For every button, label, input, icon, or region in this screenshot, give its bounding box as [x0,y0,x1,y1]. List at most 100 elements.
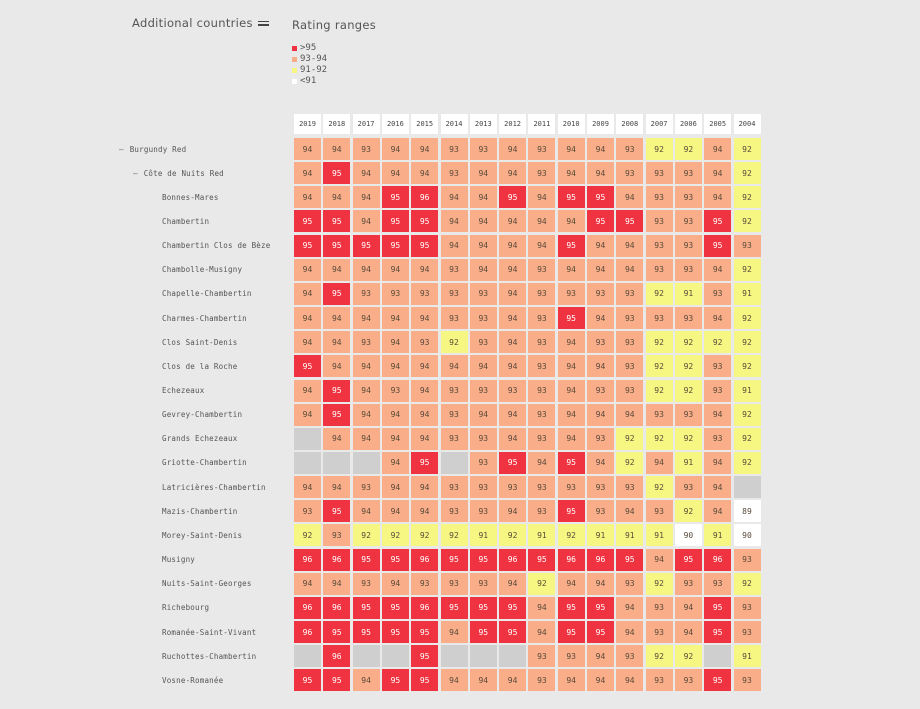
rating-cell[interactable]: 94 [411,162,439,185]
rating-cell[interactable]: 92 [733,403,761,426]
rating-cell[interactable]: 93 [674,476,702,499]
rating-cell[interactable]: 95 [323,282,351,305]
rating-cell[interactable]: 95 [704,596,732,619]
rating-cell[interactable]: 94 [469,162,497,185]
rating-cell[interactable]: 95 [381,210,409,233]
rating-cell[interactable]: 94 [411,258,439,281]
rating-cell[interactable]: 93 [645,162,673,185]
rating-cell[interactable]: 96 [704,548,732,571]
rating-cell[interactable]: 94 [352,403,380,426]
rating-cell[interactable]: 90 [674,524,702,547]
rating-cell[interactable]: 92 [733,138,761,160]
rating-cell[interactable]: 94 [352,258,380,281]
rating-cell[interactable]: 91 [469,524,497,547]
rating-cell[interactable] [381,645,409,668]
rating-cell[interactable]: 92 [381,524,409,547]
rating-cell[interactable]: 94 [528,596,556,619]
rating-cell[interactable]: 94 [469,669,497,692]
menu-icon[interactable] [257,19,269,28]
rating-cell[interactable]: 94 [440,234,468,257]
rating-cell[interactable]: 95 [557,500,585,523]
rating-cell[interactable]: 92 [733,331,761,354]
rating-cell[interactable]: 93 [733,596,761,619]
rating-cell[interactable]: 94 [323,186,351,209]
rating-cell[interactable]: 95 [411,451,439,474]
rating-cell[interactable]: 95 [557,596,585,619]
rating-cell[interactable]: 94 [352,669,380,692]
rating-cell[interactable]: 94 [469,210,497,233]
rating-cell[interactable]: 94 [352,307,380,330]
rating-cell[interactable]: 94 [294,186,321,209]
rating-cell[interactable]: 94 [294,379,321,402]
rating-cell[interactable]: 93 [469,451,497,474]
rating-cell[interactable]: 95 [323,379,351,402]
rating-cell[interactable]: 92 [674,379,702,402]
rating-cell[interactable]: 93 [528,355,556,378]
rating-cell[interactable]: 94 [381,307,409,330]
rating-cell[interactable]: 93 [557,476,585,499]
rating-cell[interactable]: 95 [381,186,409,209]
rating-cell[interactable]: 95 [381,596,409,619]
rating-cell[interactable]: 93 [440,427,468,450]
rating-cell[interactable]: 93 [616,355,644,378]
rating-cell[interactable]: 95 [499,621,527,643]
rating-cell[interactable]: 93 [616,307,644,330]
rating-cell[interactable]: 93 [440,138,468,160]
collapse-icon[interactable]: — [133,168,138,178]
rating-cell[interactable]: 93 [528,379,556,402]
rating-cell[interactable]: 93 [645,621,673,643]
rating-cell[interactable]: 95 [381,548,409,571]
rating-cell[interactable]: 92 [733,258,761,281]
rating-cell[interactable]: 94 [616,234,644,257]
rating-cell[interactable]: 94 [381,500,409,523]
rating-cell[interactable]: 93 [587,282,614,305]
rating-cell[interactable]: 89 [733,500,761,523]
rating-cell[interactable]: 95 [352,234,380,257]
rating-cell[interactable]: 93 [733,669,761,692]
rating-cell[interactable]: 95 [294,210,321,233]
rating-cell[interactable]: 93 [381,379,409,402]
rating-cell[interactable]: 95 [499,186,527,209]
rating-cell[interactable]: 93 [587,379,614,402]
rating-cell[interactable]: 94 [557,210,585,233]
rating-cell[interactable]: 92 [733,186,761,209]
rating-cell[interactable]: 94 [499,427,527,450]
rating-cell[interactable] [352,451,380,474]
rating-cell[interactable]: 92 [557,524,585,547]
rating-cell[interactable]: 91 [733,282,761,305]
rating-cell[interactable]: 94 [704,138,732,160]
rating-cell[interactable]: 93 [469,307,497,330]
rating-cell[interactable]: 92 [616,451,644,474]
rating-cell[interactable]: 93 [733,548,761,571]
rating-cell[interactable]: 92 [440,524,468,547]
rating-cell[interactable]: 94 [294,572,321,595]
rating-cell[interactable]: 94 [587,572,614,595]
rating-cell[interactable]: 94 [616,258,644,281]
rating-cell[interactable] [469,645,497,668]
rating-cell[interactable]: 96 [294,596,321,619]
rating-cell[interactable]: 93 [645,403,673,426]
rating-cell[interactable]: 94 [499,500,527,523]
rating-cell[interactable]: 95 [557,234,585,257]
rating-cell[interactable]: 93 [616,379,644,402]
rating-cell[interactable]: 94 [616,186,644,209]
rating-cell[interactable]: 92 [645,355,673,378]
rating-cell[interactable]: 93 [352,138,380,160]
rating-cell[interactable]: 91 [733,645,761,668]
rating-cell[interactable]: 94 [616,500,644,523]
rating-cell[interactable] [294,645,321,668]
rating-cell[interactable]: 95 [499,451,527,474]
rating-cell[interactable]: 96 [294,621,321,643]
rating-cell[interactable]: 93 [674,258,702,281]
rating-cell[interactable]: 93 [294,500,321,523]
rating-cell[interactable]: 95 [323,621,351,643]
rating-cell[interactable]: 94 [440,210,468,233]
rating-cell[interactable]: 93 [528,138,556,160]
rating-cell[interactable]: 93 [411,331,439,354]
rating-cell[interactable]: 94 [294,331,321,354]
rating-cell[interactable]: 93 [352,282,380,305]
rating-cell[interactable]: 95 [616,548,644,571]
rating-cell[interactable]: 95 [381,234,409,257]
rating-cell[interactable]: 94 [323,307,351,330]
rating-cell[interactable]: 94 [499,403,527,426]
